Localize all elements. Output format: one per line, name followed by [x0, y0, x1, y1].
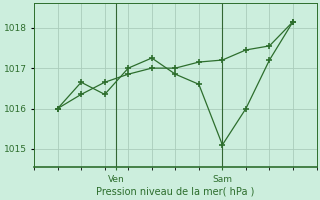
- X-axis label: Pression niveau de la mer( hPa ): Pression niveau de la mer( hPa ): [96, 187, 254, 197]
